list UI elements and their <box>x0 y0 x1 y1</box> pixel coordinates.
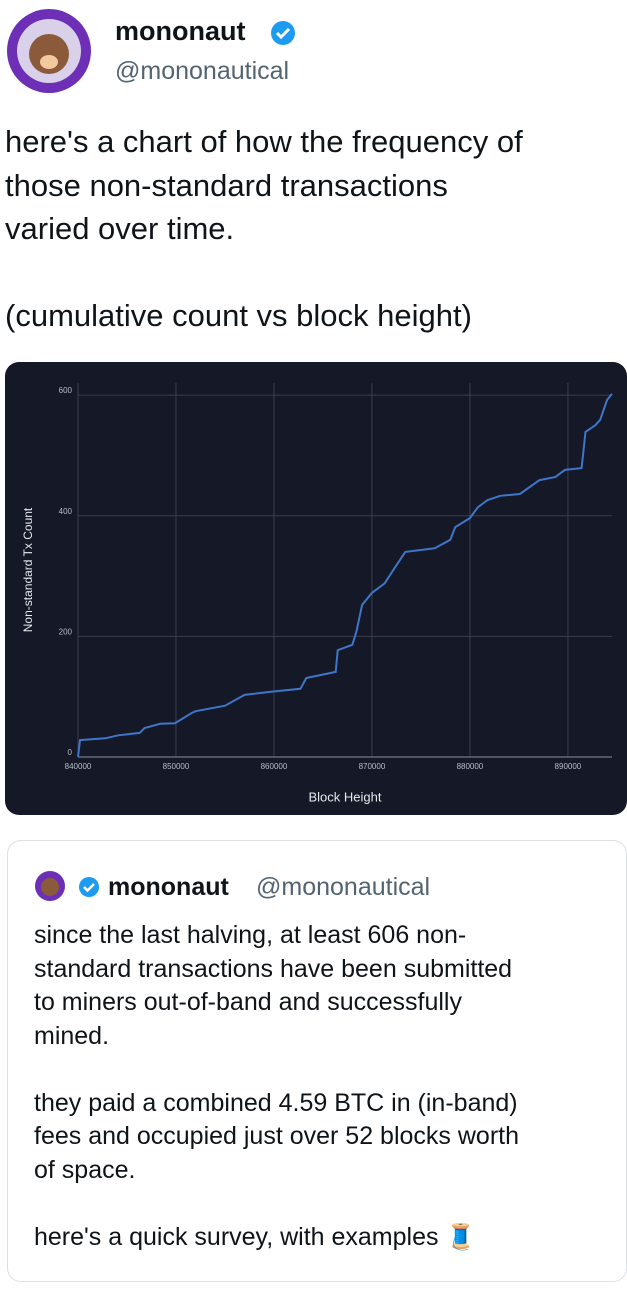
quote-handle: @mononautical <box>256 873 431 901</box>
verified-badge <box>79 877 99 897</box>
text-line: here's a chart of how the frequency of <box>5 124 523 159</box>
y-tick-label: 600 <box>59 386 73 395</box>
y-tick-label: 0 <box>68 748 73 757</box>
text-line: fees and occupied just over 52 blocks wo… <box>34 1122 519 1150</box>
text-line: those non-standard transactions <box>5 167 448 203</box>
quote-name: mononaut <box>108 873 229 901</box>
text-line <box>34 1187 519 1221</box>
text-line: standard transactions have been submitte… <box>34 954 513 983</box>
x-tick-label: 890000 <box>555 762 582 771</box>
text-line <box>34 1053 519 1087</box>
tweet-text: here's a chart of how the frequency of th… <box>5 120 523 338</box>
x-tick-label: 840000 <box>65 762 92 771</box>
x-tick-label: 870000 <box>359 762 386 771</box>
text-line: (cumulative count vs block height) <box>5 298 472 333</box>
x-tick-label: 850000 <box>163 762 190 771</box>
data-line <box>77 393 613 758</box>
y-tick-label: 400 <box>59 507 73 516</box>
chart: 0 200 400 600 840000 850000 860000 870000 880000… <box>5 362 627 815</box>
quote-text: since the last halving, at least 606 non… <box>34 919 519 1254</box>
author-handle[interactable]: @mononautical <box>115 57 290 85</box>
x-tick-label: 860000 <box>261 762 288 771</box>
text-line: since the last halving, at least 606 non… <box>34 921 467 949</box>
text-line: varied over time. <box>5 211 235 246</box>
avatar[interactable] <box>6 8 92 94</box>
x-tick-label: 880000 <box>457 762 484 771</box>
text-line: to miners out-of-band and successfully <box>34 988 462 1016</box>
text-line: mined. <box>34 1021 110 1050</box>
y-axis-label: Non-standard Tx Count <box>21 507 35 632</box>
quote-avatar <box>35 871 65 901</box>
chart-background <box>5 362 627 815</box>
text-line: they paid a combined 4.59 BTC in (in-ban… <box>34 1088 518 1117</box>
text-line <box>5 251 523 295</box>
text-line: here's a quick survey, with examples 🧵 <box>34 1222 477 1251</box>
author-name[interactable]: mononaut <box>115 16 246 46</box>
y-tick-label: 200 <box>59 627 73 636</box>
text-line: of space. <box>34 1155 136 1184</box>
verified-badge <box>271 21 295 45</box>
x-axis-label: Block Height <box>309 789 382 804</box>
